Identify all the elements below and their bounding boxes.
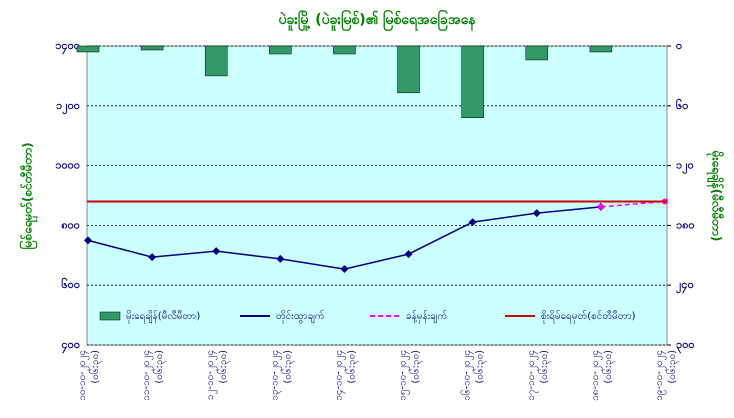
- x-tick-label: ၁၃-၁၀-၂၀၂၄: [269, 350, 282, 401]
- chart-title: ပဲခူးမြို့ (ပဲခူးမြစ်)၏ မြစ်ရေအခြေအနေ: [278, 10, 476, 31]
- x-tick-label: ၁၂-၁၀-၂၀၂၄: [205, 350, 218, 400]
- y-tick-label: ၁၄၀၀: [55, 39, 80, 55]
- plot-area: [86, 45, 668, 346]
- x-tick-label: ၁၅-၁၀-၂၀၂၄: [398, 350, 411, 401]
- y2-tick-label: ၀: [676, 39, 682, 52]
- bar: [204, 45, 228, 77]
- y-tick-label: ၆၀၀: [61, 278, 80, 291]
- marker: [84, 236, 92, 245]
- x-tick-time: (၀၆:၃၀): [280, 350, 295, 384]
- marker: [597, 203, 604, 210]
- bar: [269, 45, 292, 55]
- x-tick-time: (၀၆:၃၀): [601, 350, 616, 384]
- y2-tick-label: ၁၂၀: [676, 159, 694, 175]
- x-tick-label: ၁၈-၁၀-၂၀၂၄: [590, 350, 603, 401]
- y2-tick-label: ၃၀၀: [676, 338, 695, 354]
- legend-label: ခန့်မှန်းချက်: [406, 309, 447, 324]
- y-axis-label: မြစ်ရေမှတ်(စင်တီမီတာ): [18, 142, 39, 249]
- x-tick-time: (၀၆:၃၀): [88, 350, 103, 384]
- x-tick-time: (၀၆:၃၀): [152, 350, 167, 384]
- y2-tick-label: ၂၄၀: [676, 278, 694, 294]
- y-tick-label: ၄၀၀: [61, 338, 80, 354]
- marker: [148, 253, 157, 262]
- x-tick-label: ၁၆-၁၀-၂၀၂၄: [460, 350, 475, 401]
- marker: [276, 254, 285, 263]
- x-tick-time: (၀၆:၃၀): [665, 350, 680, 384]
- legend-label: တိုင်းထွာချက်: [276, 309, 325, 324]
- bar: [76, 45, 100, 53]
- y-tick-label: ၈၀၀: [61, 218, 80, 231]
- y-tick-label: ၁၀၀၀: [55, 159, 80, 172]
- marker: [532, 209, 541, 218]
- bar: [589, 45, 613, 53]
- x-tick-label: ၁၉-၁၀-၂၀၂၄: [654, 350, 667, 401]
- marker: [340, 265, 349, 274]
- legend-label: မိုးရေချိန်(မီလီမီတာ): [126, 309, 200, 324]
- marker: [212, 247, 221, 256]
- bar: [140, 45, 164, 51]
- legend-swatch: [99, 311, 121, 321]
- y-tick-label: ၁၂၀၀: [56, 99, 80, 115]
- x-tick-label: ၁၄-၁၀-၂၀၂၄: [333, 350, 346, 401]
- y2-tick-label: ၆၀: [676, 99, 688, 112]
- y2-axis-label: မိုးရေချိန်(မီလီမီတာ): [706, 150, 726, 242]
- marker: [404, 250, 413, 259]
- x-tick-time: (၀၆:၃၀): [409, 350, 424, 384]
- bar: [461, 45, 484, 119]
- x-tick-label: ၁၁-၁၀-၂၀၂၄: [141, 350, 154, 401]
- marker: [468, 218, 477, 227]
- y2-tick-label: ၁၈၀: [676, 218, 695, 231]
- x-tick-time: (၀၆:၃၀): [216, 350, 231, 384]
- line: [600, 200, 666, 208]
- bar: [333, 45, 356, 55]
- bar: [397, 45, 420, 94]
- x-tick-label: ၁၇-၁၀-၂၀၂၄: [526, 350, 539, 401]
- bar: [525, 45, 549, 61]
- x-tick-time: (၀၆:၃၀): [537, 350, 552, 384]
- legend-label: စိုးရိမ်ရေမှတ်(စင်တီမီတာ): [541, 309, 636, 324]
- x-tick-time: (၀၆:၃၀): [344, 350, 359, 384]
- x-tick-time: (၀၆:၃၀): [473, 350, 488, 384]
- x-tick-label: ၁၀-၁၀-၂၀၂၄: [77, 350, 90, 401]
